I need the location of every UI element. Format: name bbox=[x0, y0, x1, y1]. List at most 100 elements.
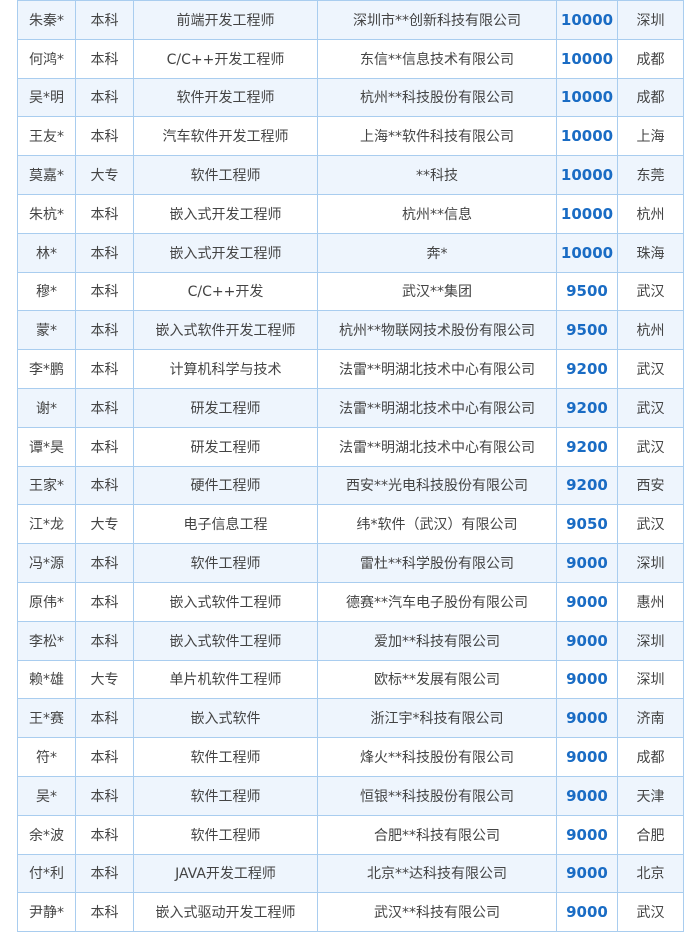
name-cell: 穆* bbox=[17, 271, 76, 312]
company-cell: 纬*软件（武汉）有限公司 bbox=[317, 504, 557, 545]
city-cell: 深圳 bbox=[617, 0, 684, 40]
salary-cell: 9200 bbox=[556, 426, 618, 467]
name-cell: 王*赛 bbox=[17, 698, 76, 739]
company-cell: 奔* bbox=[317, 232, 557, 273]
salary-cell: 10000 bbox=[556, 0, 618, 40]
salary-cell: 9200 bbox=[556, 349, 618, 389]
salary-cell: 10000 bbox=[556, 193, 618, 234]
salary-cell: 10000 bbox=[556, 116, 618, 157]
position-cell: 嵌入式开发工程师 bbox=[133, 232, 318, 273]
company-cell: **科技 bbox=[317, 155, 557, 195]
city-cell: 深圳 bbox=[617, 543, 684, 583]
table-row: 何鸿* 本科 C/C++开发工程师 东信**信息技术有限公司 10000 成都 bbox=[17, 38, 684, 79]
city-cell: 东莞 bbox=[617, 155, 684, 195]
salary-cell: 9200 bbox=[556, 465, 618, 506]
table-row: 吴* 本科 软件工程师 恒银**科技股份有限公司 9000 天津 bbox=[17, 775, 684, 816]
table-row: 吴*明 本科 软件开发工程师 杭州**科技股份有限公司 10000 成都 bbox=[17, 77, 684, 118]
city-cell: 济南 bbox=[617, 698, 684, 739]
name-cell: 谢* bbox=[17, 387, 76, 428]
position-cell: 软件工程师 bbox=[133, 737, 318, 777]
city-cell: 武汉 bbox=[617, 271, 684, 312]
degree-cell: 本科 bbox=[75, 232, 134, 273]
table-row: 朱杭* 本科 嵌入式开发工程师 杭州**信息 10000 杭州 bbox=[17, 193, 684, 234]
salary-cell: 9000 bbox=[556, 543, 618, 583]
city-cell: 西安 bbox=[617, 465, 684, 506]
company-cell: 法雷**明湖北技术中心有限公司 bbox=[317, 349, 557, 389]
company-cell: 杭州**科技股份有限公司 bbox=[317, 77, 557, 118]
salary-cell: 9200 bbox=[556, 387, 618, 428]
position-cell: 研发工程师 bbox=[133, 426, 318, 467]
city-cell: 深圳 bbox=[617, 620, 684, 661]
salary-cell: 10000 bbox=[556, 232, 618, 273]
table-row: 李*鹏 本科 计算机科学与技术 法雷**明湖北技术中心有限公司 9200 武汉 bbox=[17, 349, 684, 389]
degree-cell: 本科 bbox=[75, 116, 134, 157]
name-cell: 谭*昊 bbox=[17, 426, 76, 467]
salary-cell: 9000 bbox=[556, 892, 618, 933]
name-cell: 王家* bbox=[17, 465, 76, 506]
position-cell: JAVA开发工程师 bbox=[133, 853, 318, 894]
salary-cell: 9000 bbox=[556, 581, 618, 622]
degree-cell: 本科 bbox=[75, 349, 134, 389]
city-cell: 成都 bbox=[617, 38, 684, 79]
salary-cell: 9000 bbox=[556, 659, 618, 700]
table-row: 王家* 本科 硬件工程师 西安**光电科技股份有限公司 9200 西安 bbox=[17, 465, 684, 506]
table-row: 李松* 本科 嵌入式软件工程师 爱加**科技有限公司 9000 深圳 bbox=[17, 620, 684, 661]
degree-cell: 本科 bbox=[75, 387, 134, 428]
position-cell: 研发工程师 bbox=[133, 387, 318, 428]
position-cell: 计算机科学与技术 bbox=[133, 349, 318, 389]
company-cell: 北京**达科技有限公司 bbox=[317, 853, 557, 894]
salary-cell: 9000 bbox=[556, 814, 618, 855]
table-row: 赖*雄 大专 单片机软件工程师 欧标**发展有限公司 9000 深圳 bbox=[17, 659, 684, 700]
degree-cell: 本科 bbox=[75, 737, 134, 777]
degree-cell: 本科 bbox=[75, 193, 134, 234]
name-cell: 余*波 bbox=[17, 814, 76, 855]
city-cell: 深圳 bbox=[617, 659, 684, 700]
name-cell: 蒙* bbox=[17, 310, 76, 351]
city-cell: 武汉 bbox=[617, 504, 684, 545]
company-cell: 上海**软件科技有限公司 bbox=[317, 116, 557, 157]
table-row: 王友* 本科 汽车软件开发工程师 上海**软件科技有限公司 10000 上海 bbox=[17, 116, 684, 157]
table-row: 谢* 本科 研发工程师 法雷**明湖北技术中心有限公司 9200 武汉 bbox=[17, 387, 684, 428]
position-cell: 硬件工程师 bbox=[133, 465, 318, 506]
company-cell: 恒银**科技股份有限公司 bbox=[317, 775, 557, 816]
position-cell: 软件工程师 bbox=[133, 814, 318, 855]
table-row: 冯*源 本科 软件工程师 雷杜**科学股份有限公司 9000 深圳 bbox=[17, 543, 684, 583]
position-cell: 前端开发工程师 bbox=[133, 0, 318, 40]
table-row: 符* 本科 软件工程师 烽火**科技股份有限公司 9000 成都 bbox=[17, 737, 684, 777]
company-cell: 合肥**科技有限公司 bbox=[317, 814, 557, 855]
degree-cell: 本科 bbox=[75, 38, 134, 79]
table-row: 江*龙 大专 电子信息工程 纬*软件（武汉）有限公司 9050 武汉 bbox=[17, 504, 684, 545]
degree-cell: 本科 bbox=[75, 775, 134, 816]
salary-cell: 9000 bbox=[556, 775, 618, 816]
city-cell: 北京 bbox=[617, 853, 684, 894]
name-cell: 原伟* bbox=[17, 581, 76, 622]
city-cell: 武汉 bbox=[617, 387, 684, 428]
company-cell: 爱加**科技有限公司 bbox=[317, 620, 557, 661]
degree-cell: 本科 bbox=[75, 426, 134, 467]
city-cell: 天津 bbox=[617, 775, 684, 816]
position-cell: 嵌入式驱动开发工程师 bbox=[133, 892, 318, 933]
degree-cell: 本科 bbox=[75, 620, 134, 661]
company-cell: 雷杜**科学股份有限公司 bbox=[317, 543, 557, 583]
company-cell: 杭州**信息 bbox=[317, 193, 557, 234]
salary-cell: 9050 bbox=[556, 504, 618, 545]
name-cell: 冯*源 bbox=[17, 543, 76, 583]
position-cell: 软件工程师 bbox=[133, 155, 318, 195]
salary-cell: 9000 bbox=[556, 737, 618, 777]
degree-cell: 本科 bbox=[75, 77, 134, 118]
city-cell: 武汉 bbox=[617, 892, 684, 933]
table-wrap: 朱秦* 本科 前端开发工程师 深圳市**创新科技有限公司 10000 深圳 何鸿* 本科 C/C… bbox=[17, 0, 684, 933]
company-cell: 烽火**科技股份有限公司 bbox=[317, 737, 557, 777]
degree-cell: 本科 bbox=[75, 581, 134, 622]
position-cell: 软件工程师 bbox=[133, 775, 318, 816]
degree-cell: 本科 bbox=[75, 698, 134, 739]
salary-cell: 9000 bbox=[556, 620, 618, 661]
table-row: 蒙* 本科 嵌入式软件开发工程师 杭州**物联网技术股份有限公司 9500 杭州 bbox=[17, 310, 684, 351]
salary-cell: 9500 bbox=[556, 310, 618, 351]
city-cell: 杭州 bbox=[617, 310, 684, 351]
position-cell: 嵌入式软件工程师 bbox=[133, 581, 318, 622]
position-cell: 嵌入式软件 bbox=[133, 698, 318, 739]
company-cell: 欧标**发展有限公司 bbox=[317, 659, 557, 700]
company-cell: 杭州**物联网技术股份有限公司 bbox=[317, 310, 557, 351]
